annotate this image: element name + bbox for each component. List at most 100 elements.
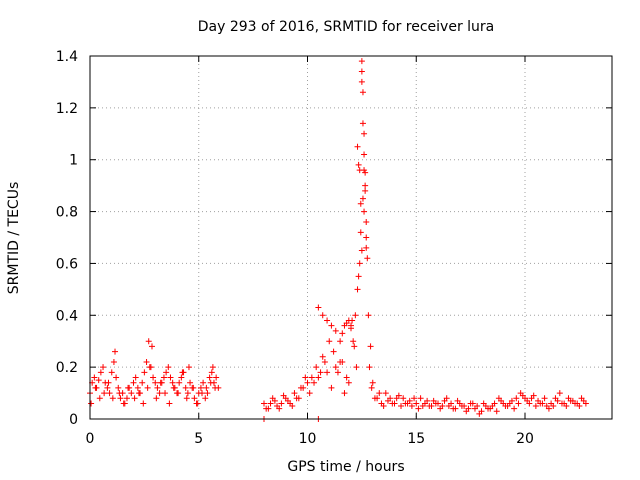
data-point — [289, 403, 296, 410]
data-point — [441, 397, 448, 404]
data-point — [454, 397, 461, 404]
data-point — [96, 395, 103, 402]
data-point — [134, 384, 141, 391]
data-point — [371, 395, 378, 402]
data-point — [319, 353, 326, 360]
data-point — [355, 273, 362, 280]
data-point — [356, 260, 363, 267]
data-point — [359, 195, 366, 202]
data-point — [437, 405, 444, 412]
data-point — [408, 403, 415, 410]
data-point — [185, 364, 192, 371]
y-tick-label: 0.6 — [56, 256, 78, 272]
data-point — [368, 384, 375, 391]
data-point — [428, 403, 435, 410]
data-point — [187, 379, 194, 386]
data-point — [153, 395, 160, 402]
data-point — [406, 397, 413, 404]
data-point — [209, 364, 216, 371]
data-point — [207, 379, 214, 386]
data-point — [424, 397, 431, 404]
data-point — [263, 405, 270, 412]
data-point — [120, 400, 127, 407]
data-point — [123, 395, 130, 402]
x-tick-label: 15 — [407, 431, 425, 447]
data-point — [197, 384, 204, 391]
data-point — [513, 395, 520, 402]
data-point — [362, 182, 369, 189]
data-point — [92, 384, 99, 391]
data-point — [293, 395, 300, 402]
data-point — [143, 358, 150, 365]
data-point — [128, 390, 135, 397]
data-point — [511, 405, 518, 412]
data-point — [334, 369, 341, 376]
data-point — [362, 169, 369, 176]
y-tick-label: 1.4 — [56, 49, 78, 65]
data-point — [357, 200, 364, 207]
data-point — [170, 384, 177, 391]
data-point — [308, 374, 315, 381]
data-point — [445, 403, 452, 410]
data-point — [145, 338, 152, 345]
data-point — [353, 364, 360, 371]
data-point — [337, 338, 344, 345]
data-point — [389, 400, 396, 407]
data-point — [380, 403, 387, 410]
data-point — [556, 390, 563, 397]
data-point — [204, 390, 211, 397]
data-point — [163, 369, 170, 376]
x-axis-label: GPS time / hours — [287, 459, 404, 475]
data-point — [330, 348, 337, 355]
data-point — [317, 369, 324, 376]
data-point — [324, 369, 331, 376]
data-point — [485, 405, 492, 412]
data-point — [471, 405, 478, 412]
data-point — [359, 120, 366, 127]
data-point — [105, 379, 112, 386]
data-point — [345, 317, 352, 324]
y-tick-label: 0.8 — [56, 205, 78, 221]
data-point — [400, 395, 407, 402]
data-point — [369, 379, 376, 386]
data-point — [351, 343, 358, 350]
data-point — [139, 379, 146, 386]
axis-ticks: 0 5 10 15 20 0 0.2 0.4 0.6 0.8 1 1.2 1.4 — [56, 49, 612, 447]
data-point — [476, 410, 483, 417]
data-point — [130, 379, 137, 386]
data-point — [419, 403, 426, 410]
data-point — [306, 390, 313, 397]
data-point — [545, 405, 552, 412]
data-point — [203, 384, 210, 391]
data-point — [532, 403, 539, 410]
data-point — [115, 384, 122, 391]
data-point — [165, 364, 172, 371]
data-point — [116, 390, 123, 397]
data-point — [366, 364, 373, 371]
data-point — [354, 143, 361, 150]
data-point — [558, 400, 565, 407]
data-point — [311, 379, 318, 386]
data-point — [135, 390, 142, 397]
data-point — [280, 392, 287, 399]
data-point — [169, 379, 176, 386]
data-point — [106, 390, 113, 397]
data-point — [313, 364, 320, 371]
data-point — [341, 390, 348, 397]
y-tick-label: 0 — [69, 412, 78, 428]
data-points — [87, 58, 589, 422]
data-point — [382, 390, 389, 397]
data-point — [162, 390, 169, 397]
data-point — [183, 395, 190, 402]
data-point — [343, 374, 350, 381]
data-point — [376, 390, 383, 397]
data-point — [302, 374, 309, 381]
data-point — [361, 151, 368, 158]
gridlines — [90, 56, 612, 419]
data-point — [108, 369, 115, 376]
data-point — [101, 390, 108, 397]
data-point — [160, 374, 167, 381]
data-point — [154, 384, 161, 391]
x-tick-label: 5 — [194, 431, 203, 447]
data-point — [563, 403, 570, 410]
